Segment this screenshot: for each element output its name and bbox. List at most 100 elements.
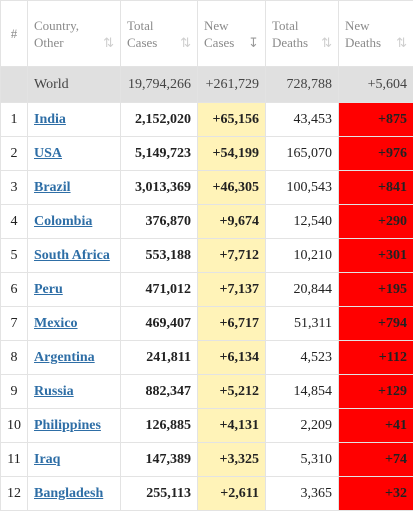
country-link[interactable]: Mexico	[34, 316, 78, 331]
new-deaths-cell: +195	[339, 273, 413, 307]
total-cases-cell: 147,389	[121, 443, 198, 477]
country-link[interactable]: Peru	[34, 282, 63, 297]
total-cases-cell: 553,188	[121, 239, 198, 273]
header-new-cases[interactable]: New Cases ↧	[198, 1, 266, 67]
header-country-label: Country, Other	[34, 17, 90, 51]
country-link[interactable]: Russia	[34, 384, 74, 399]
sort-icon[interactable]: ⇅	[396, 35, 407, 52]
sort-icon[interactable]: ⇅	[180, 35, 191, 52]
country-cell: Peru	[28, 273, 121, 307]
total-deaths-cell: 20,844	[266, 273, 339, 307]
header-rank: #	[1, 1, 28, 67]
new-deaths-cell: +875	[339, 103, 413, 137]
total-deaths-cell: 100,543	[266, 171, 339, 205]
new-cases-cell: +3,325	[198, 443, 266, 477]
country-link[interactable]: Bangladesh	[34, 486, 103, 501]
total-deaths-cell: 2,209	[266, 409, 339, 443]
new-cases-cell: +4,131	[198, 409, 266, 443]
total-deaths-cell: 4,523	[266, 341, 339, 375]
country-cell: Colombia	[28, 205, 121, 239]
total-cases-cell: 5,149,723	[121, 137, 198, 171]
total-cases-cell: 469,407	[121, 307, 198, 341]
new-deaths-cell: +129	[339, 375, 413, 409]
row-rank: 7	[1, 307, 28, 341]
new-deaths-cell: +290	[339, 205, 413, 239]
world-total-deaths: 728,788	[266, 67, 339, 103]
country-link[interactable]: Iraq	[34, 452, 60, 467]
row-rank: 1	[1, 103, 28, 137]
country-link[interactable]: South Africa	[34, 248, 110, 263]
total-cases-cell: 471,012	[121, 273, 198, 307]
country-link[interactable]: Philippines	[34, 418, 101, 433]
total-deaths-cell: 43,453	[266, 103, 339, 137]
new-cases-cell: +7,712	[198, 239, 266, 273]
country-link[interactable]: India	[34, 112, 66, 127]
row-rank: 6	[1, 273, 28, 307]
country-cell: Philippines	[28, 409, 121, 443]
world-rank	[1, 67, 28, 103]
total-deaths-cell: 5,310	[266, 443, 339, 477]
new-deaths-cell: +112	[339, 341, 413, 375]
new-deaths-cell: +794	[339, 307, 413, 341]
total-deaths-cell: 3,365	[266, 477, 339, 511]
header-country[interactable]: Country, Other ⇅	[28, 1, 121, 67]
header-rank-label: #	[11, 26, 18, 41]
total-deaths-cell: 51,311	[266, 307, 339, 341]
country-cell: USA	[28, 137, 121, 171]
header-total-deaths[interactable]: Total Deaths ⇅	[266, 1, 339, 67]
header-new-deaths-label: New Deaths	[345, 17, 385, 51]
row-rank: 11	[1, 443, 28, 477]
header-total-cases[interactable]: Total Cases ⇅	[121, 1, 198, 67]
world-total-cases: 19,794,266	[121, 67, 198, 103]
new-cases-cell: +46,305	[198, 171, 266, 205]
header-total-cases-label: Total Cases	[127, 17, 167, 51]
country-cell: Iraq	[28, 443, 121, 477]
total-cases-cell: 126,885	[121, 409, 198, 443]
new-cases-cell: +65,156	[198, 103, 266, 137]
new-cases-cell: +7,137	[198, 273, 266, 307]
new-cases-cell: +6,717	[198, 307, 266, 341]
row-rank: 4	[1, 205, 28, 239]
header-new-deaths[interactable]: New Deaths ⇅	[339, 1, 413, 67]
sort-desc-icon[interactable]: ↧	[248, 35, 259, 52]
new-deaths-cell: +841	[339, 171, 413, 205]
country-link[interactable]: Argentina	[34, 350, 95, 365]
country-cell: Mexico	[28, 307, 121, 341]
row-rank: 8	[1, 341, 28, 375]
new-deaths-cell: +301	[339, 239, 413, 273]
header-total-deaths-label: Total Deaths	[272, 17, 314, 51]
header-new-cases-label: New Cases	[204, 17, 240, 51]
new-cases-cell: +6,134	[198, 341, 266, 375]
row-rank: 3	[1, 171, 28, 205]
new-deaths-cell: +41	[339, 409, 413, 443]
new-cases-cell: +2,611	[198, 477, 266, 511]
sort-icon[interactable]: ⇅	[103, 35, 114, 52]
country-link[interactable]: Brazil	[34, 180, 71, 195]
total-deaths-cell: 10,210	[266, 239, 339, 273]
world-new-cases: +261,729	[198, 67, 266, 103]
country-cell: Argentina	[28, 341, 121, 375]
total-deaths-cell: 14,854	[266, 375, 339, 409]
row-rank: 9	[1, 375, 28, 409]
country-link[interactable]: USA	[34, 146, 62, 161]
total-deaths-cell: 12,540	[266, 205, 339, 239]
new-deaths-cell: +74	[339, 443, 413, 477]
row-rank: 12	[1, 477, 28, 511]
new-cases-cell: +5,212	[198, 375, 266, 409]
country-link[interactable]: Colombia	[34, 214, 92, 229]
row-rank: 2	[1, 137, 28, 171]
new-cases-cell: +9,674	[198, 205, 266, 239]
sort-icon[interactable]: ⇅	[321, 35, 332, 52]
